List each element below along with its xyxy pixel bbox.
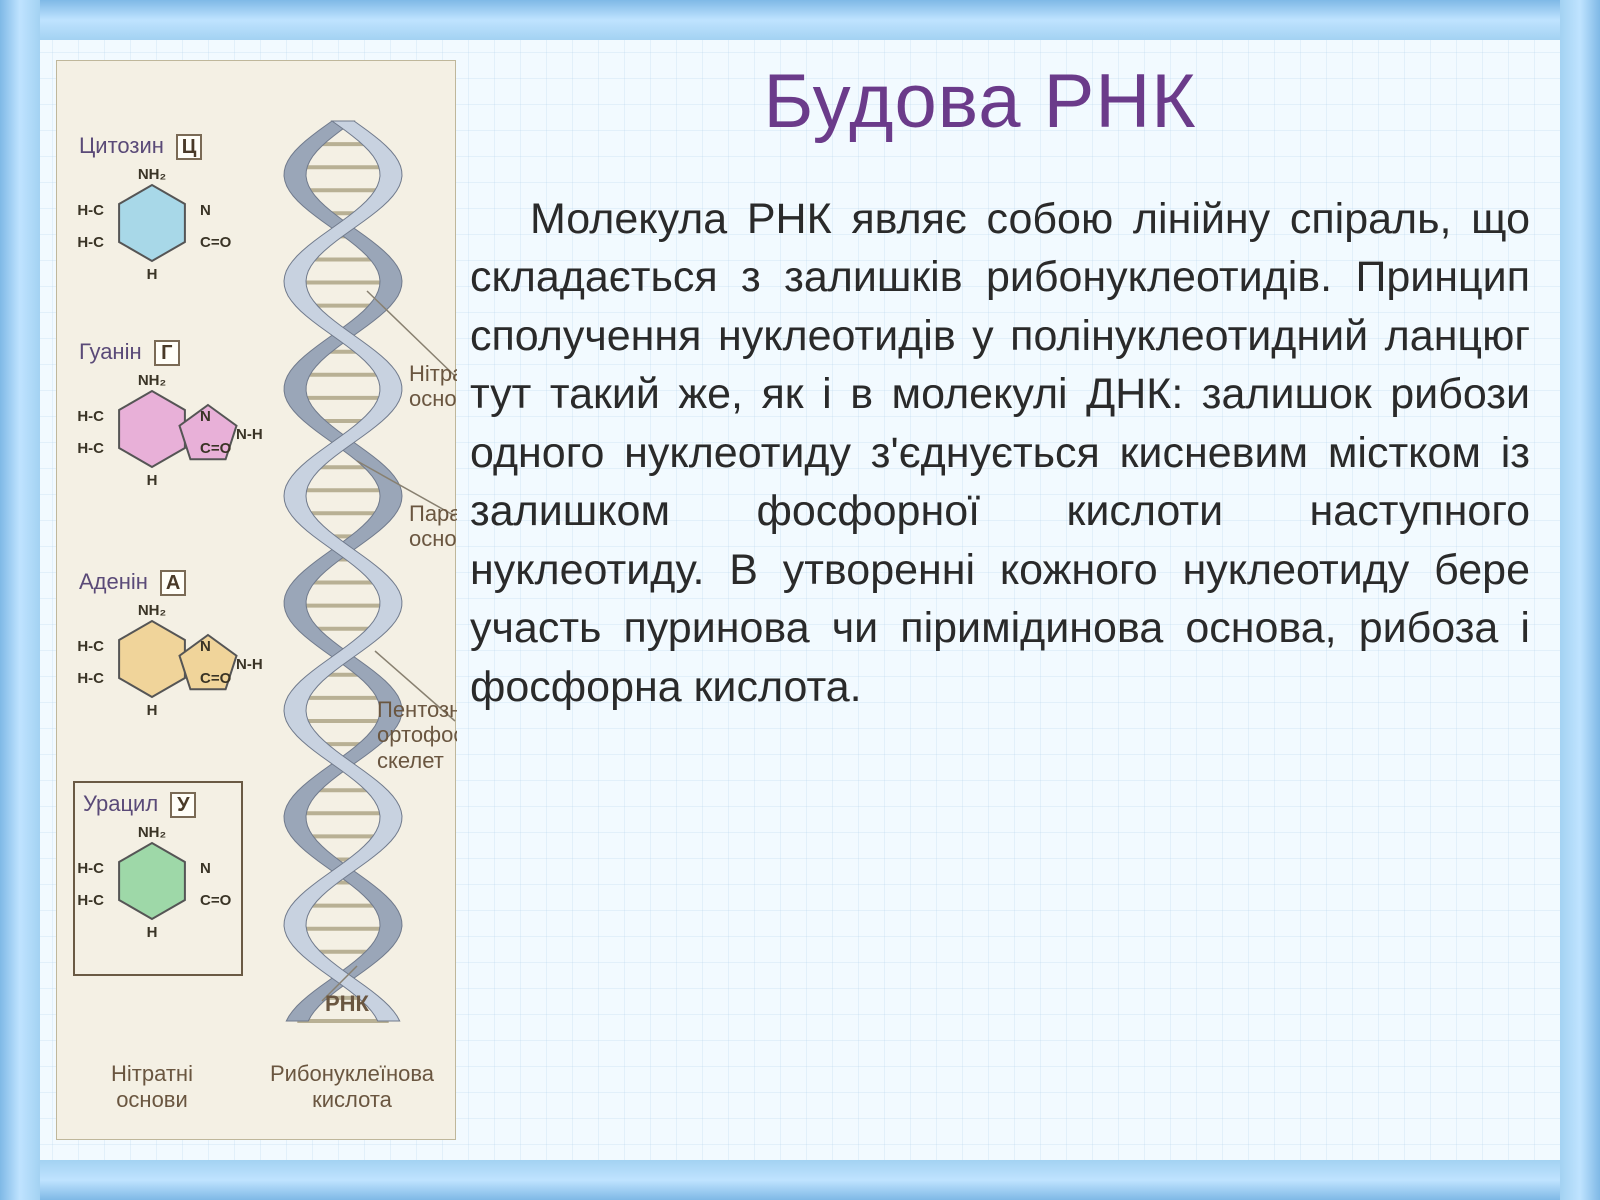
- svg-text:N: N: [200, 638, 211, 655]
- base-name: Цитозин: [79, 133, 164, 158]
- svg-text:H: H: [147, 702, 158, 719]
- border-right: [1560, 0, 1600, 1200]
- svg-text:H-C: H-C: [77, 202, 104, 219]
- slide: Будова РНК Молекула РНК являє собою ліні…: [0, 0, 1600, 1200]
- svg-text:N: N: [200, 202, 211, 219]
- svg-text:H-C: H-C: [77, 670, 104, 687]
- rnk-label: РНК: [325, 991, 369, 1016]
- caption-nitrate-bases: Нітратні основи: [77, 1061, 227, 1114]
- side-label-nitrate-base: Нітратна основа: [409, 361, 457, 412]
- svg-text:N: N: [200, 408, 211, 425]
- side-label-backbone: Пентозно-ортофосфатний скелет: [377, 697, 457, 773]
- svg-text:H-C: H-C: [77, 638, 104, 655]
- base-name: Гуанін: [79, 339, 142, 364]
- svg-text:N-H: N-H: [236, 426, 263, 443]
- svg-text:H: H: [147, 266, 158, 283]
- svg-text:C=O: C=O: [200, 234, 232, 251]
- base-letter: Г: [154, 340, 180, 366]
- svg-text:NH₂: NH₂: [138, 602, 166, 619]
- border-left: [0, 0, 40, 1200]
- svg-text:NH₂: NH₂: [138, 372, 166, 389]
- border-bottom: [0, 1160, 1600, 1200]
- helix-svg: NH₂ H-C N H-C C=O H NH₂ H-C N H-C C=O H N-H NH₂ H-C N H-…: [57, 61, 457, 1141]
- svg-text:C=O: C=O: [200, 440, 232, 457]
- border-top: [0, 0, 1600, 40]
- svg-text:C=O: C=O: [200, 670, 232, 687]
- svg-text:N-H: N-H: [236, 656, 263, 673]
- svg-text:H-C: H-C: [77, 234, 104, 251]
- base-label-guanine: Гуанін Г: [79, 339, 180, 366]
- caption-rna: Рибонуклеїнова кислота: [257, 1061, 447, 1114]
- slide-title: Будова РНК: [420, 58, 1540, 145]
- svg-text:NH₂: NH₂: [138, 166, 166, 183]
- base-label-cytosine: Цитозин Ц: [79, 133, 202, 160]
- base-name: Аденін: [79, 569, 148, 594]
- svg-text:H-C: H-C: [77, 408, 104, 425]
- body-paragraph: Молекула РНК являє собою лінійну спіраль…: [470, 190, 1530, 716]
- base-label-adenine: Аденін А: [79, 569, 186, 596]
- side-label-base-pair: Пара основ: [409, 501, 457, 552]
- rna-diagram: NH₂ H-C N H-C C=O H NH₂ H-C N H-C C=O H N-H NH₂ H-C N H-…: [56, 60, 456, 1140]
- svg-text:H-C: H-C: [77, 440, 104, 457]
- uracil-highlight-box: [73, 781, 243, 976]
- base-letter: А: [160, 570, 186, 596]
- base-letter: Ц: [176, 134, 202, 160]
- svg-text:H: H: [147, 472, 158, 489]
